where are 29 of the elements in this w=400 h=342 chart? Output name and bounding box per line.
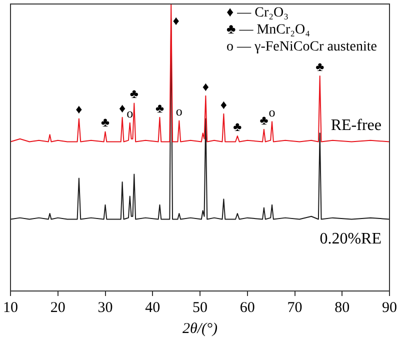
- annotation: ♣: [100, 114, 110, 130]
- x-tick-label: 80: [334, 300, 350, 316]
- annotation: o — γ-FeNiCoCr austenite: [226, 40, 377, 55]
- x-tick-label: 20: [50, 300, 66, 316]
- annotation: ♣ — MnCr₂O₄: [226, 22, 310, 38]
- x-tick-label: 30: [98, 300, 113, 316]
- annotation: o: [126, 106, 134, 121]
- annotation: ♣: [155, 100, 164, 116]
- x-axis-title: 2θ/(°): [182, 320, 218, 337]
- x-tick-label: 70: [287, 300, 302, 316]
- x-tick-label: 10: [3, 300, 18, 316]
- x-tick-label: 40: [145, 300, 160, 316]
- annotation: ♦: [172, 12, 180, 28]
- annotation: ♣: [316, 58, 325, 74]
- annotation: ♣: [233, 118, 242, 134]
- annotation: ♣: [130, 86, 139, 102]
- annotation: o: [268, 104, 276, 120]
- annotation: ♦: [118, 100, 126, 116]
- annotation: ♦: [76, 102, 83, 117]
- x-tick-label: 50: [192, 300, 208, 316]
- annotation: ♣: [260, 112, 269, 128]
- series-label: 0.20%RE: [320, 230, 382, 248]
- x-tick-label: 90: [382, 300, 397, 316]
- annotation: ♦ — Cr₂O₃: [226, 6, 289, 21]
- annotation: o: [176, 104, 182, 119]
- series-label: RE-free: [330, 116, 382, 134]
- x-tick-label: 60: [240, 300, 255, 316]
- annotation: ♦: [202, 78, 210, 94]
- annotation: ♦: [220, 96, 228, 112]
